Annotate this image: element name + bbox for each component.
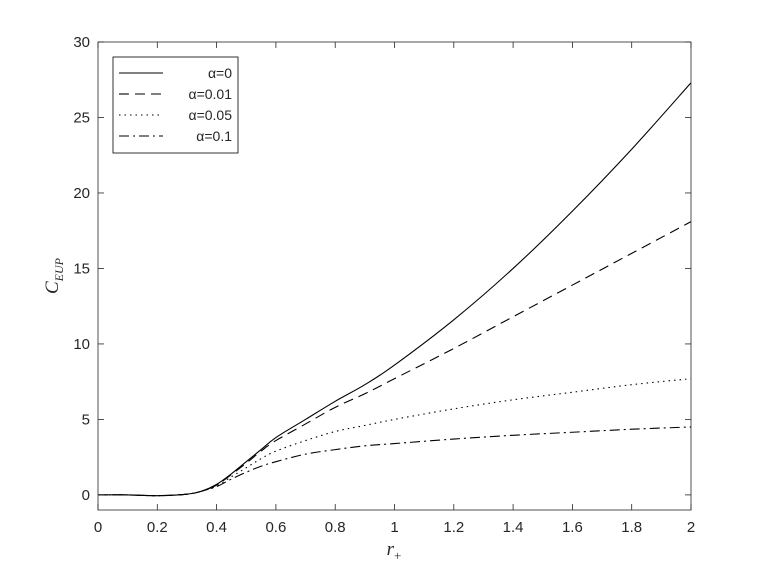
series-layer (97, 82, 692, 497)
x-tick-label: 1.6 (562, 519, 583, 536)
x-tick-label: 1.8 (621, 519, 642, 536)
y-axis-ticks: 0 5 10 15 20 25 30 (73, 34, 691, 504)
legend-entries: α=0 α=0.01 α=0.05 α=0.1 (119, 65, 232, 144)
y-tick-label: 10 (73, 336, 90, 353)
x-tick-label: 1 (390, 519, 398, 536)
legend: α=0 α=0.01 α=0.05 α=0.1 (112, 56, 239, 154)
legend-label-2: α=0.01 (188, 86, 232, 102)
x-tick-label: 1.2 (443, 519, 464, 536)
y-axis-title: CEUP (42, 257, 66, 294)
x-tick-label: 0.2 (147, 519, 168, 536)
y-tick-label: 30 (73, 34, 90, 51)
x-axis-title: r+ (387, 539, 402, 563)
x-tick-label: 0 (94, 519, 102, 536)
y-tick-label: 0 (82, 487, 90, 504)
legend-label-4: α=0.1 (196, 128, 232, 144)
x-tick-label: 0.4 (206, 519, 227, 536)
x-tick-label: 1.4 (503, 519, 524, 536)
x-tick-label: 0.6 (265, 519, 286, 536)
legend-label-3: α=0.05 (188, 107, 232, 123)
x-tick-label: 0.8 (325, 519, 346, 536)
x-axis-ticks: 0 0.2 0.4 0.6 0.8 1 1.2 1.4 1.6 1.8 2 (94, 42, 695, 536)
y-tick-label: 5 (82, 411, 90, 428)
y-axis-title-subscript: EUP (52, 257, 66, 282)
x-axis-title-main: r (387, 539, 395, 560)
legend-label-1: α=0 (208, 65, 232, 81)
series-line-4 (97, 426, 692, 497)
y-axis-title-main: C (42, 281, 63, 294)
y-tick-label: 25 (73, 109, 90, 126)
y-tick-label: 15 (73, 260, 90, 277)
x-tick-label: 2 (687, 519, 695, 536)
x-axis-title-subscript: + (394, 548, 401, 563)
y-tick-label: 20 (73, 185, 90, 202)
